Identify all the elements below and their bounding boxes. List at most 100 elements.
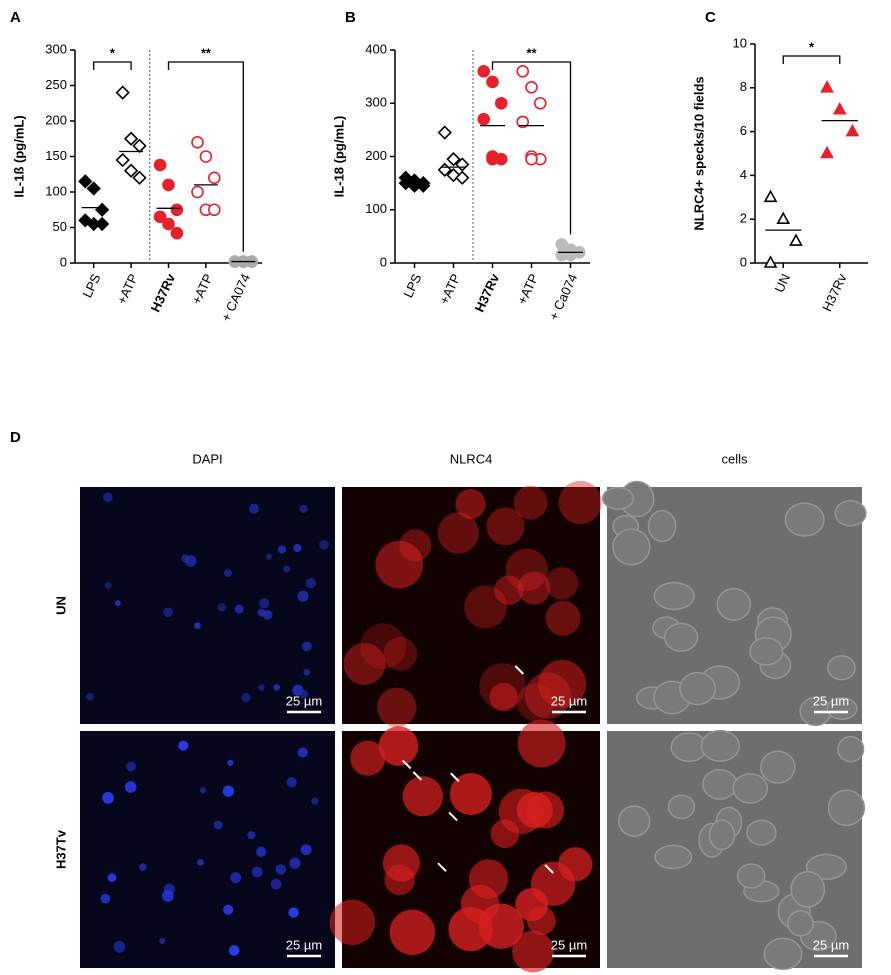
cell-outline [834,500,867,527]
cell-stain [343,642,386,685]
nucleus [194,622,201,630]
cell-stain [513,485,548,520]
cell-stain [402,776,443,817]
cell-outline [732,773,769,804]
x-tick-label: +ATP [114,271,141,306]
cell-outline [790,870,826,908]
y-tick-label: 50 [53,219,67,234]
cell-stain [498,788,545,835]
cell-outline [663,622,699,652]
y-axis-label: IL-18 (pg/mL) [331,116,346,198]
x-tick-label: LPS [80,271,104,300]
y-tick-label: 10 [733,35,747,50]
cell-outline [837,735,865,763]
cell-outline [679,671,716,706]
arrow [401,759,412,770]
y-tick-label: 6 [740,123,747,138]
cell-stain [489,682,518,712]
data-point [199,150,213,163]
data-point [94,202,110,217]
panel-letter: B [345,9,356,26]
data-point [208,203,221,217]
arrow [437,862,447,872]
nucleus [163,607,173,618]
y-tick-label: 200 [45,112,67,127]
nucleus [126,761,137,772]
data-point [845,123,860,137]
data-point [115,152,130,168]
data-point [776,211,791,224]
cell-stain [479,663,526,710]
arrow [448,811,458,822]
data-point [486,75,499,89]
y-tick-label: 400 [365,41,387,56]
nucleus [159,937,166,944]
data-point [123,131,139,146]
y-tick-label: 8 [740,79,747,94]
data-point [477,65,491,78]
x-tick-label: LPS [400,271,424,300]
nucleus [258,684,265,691]
nucleus [270,878,282,890]
data-point [477,112,491,126]
cell-stain [377,687,417,727]
data-point [789,233,803,246]
x-tick-label: +ATP [436,271,463,306]
nucleus [259,598,270,609]
y-tick-label: 150 [45,148,67,163]
arrow [412,771,423,781]
nucleus [102,792,114,804]
data-point [416,178,431,193]
data-point [820,80,834,93]
column-label: NLRC4 [450,451,493,466]
cell-outline [787,910,814,937]
scale-label: 25 µm [286,693,322,708]
nucleus [222,785,235,797]
nucleus [104,581,112,589]
nucleus [113,940,126,953]
cell-stain [350,740,386,776]
column-label: DAPI [192,451,222,466]
significance-bracket [782,55,841,64]
x-tick-label: H37Rv [819,271,850,314]
cell-outline [700,729,740,762]
y-tick-label: 0 [60,254,67,269]
x-tick-label: H37Rv [472,271,503,315]
arrow [514,665,525,675]
data-point [820,145,834,159]
cell-stain [468,859,509,899]
nucleus [107,873,117,882]
nucleus [265,553,272,560]
nucleus [100,893,111,904]
cell-stain [449,773,492,816]
nucleus [223,904,234,915]
y-tick-label: 100 [365,201,387,216]
nucleus [292,684,304,696]
nucleus [251,866,263,878]
data-point [170,203,184,217]
scale-label: 25 µm [551,693,587,708]
cell-stain [382,844,420,882]
nucleus [223,569,232,578]
data-point [446,152,461,167]
nucleus [305,577,316,589]
data-point [832,102,847,115]
significance-bracket [167,61,244,252]
cell-stain [383,636,418,671]
micrograph-bg [80,731,335,968]
cell-stain [524,672,571,719]
nucleus [277,545,287,554]
data-point [78,174,93,189]
nucleus [319,539,330,550]
data-point [437,125,452,140]
cell-stain [512,930,554,973]
cell-stain [558,480,602,525]
micrograph: 25 µm [342,480,602,727]
nucleus [286,777,297,788]
cell-stain [545,567,579,600]
data-point [191,136,204,149]
nucleus [297,747,308,758]
cell-outline [826,697,858,720]
data-point [564,248,577,262]
cell-stain [538,659,587,708]
